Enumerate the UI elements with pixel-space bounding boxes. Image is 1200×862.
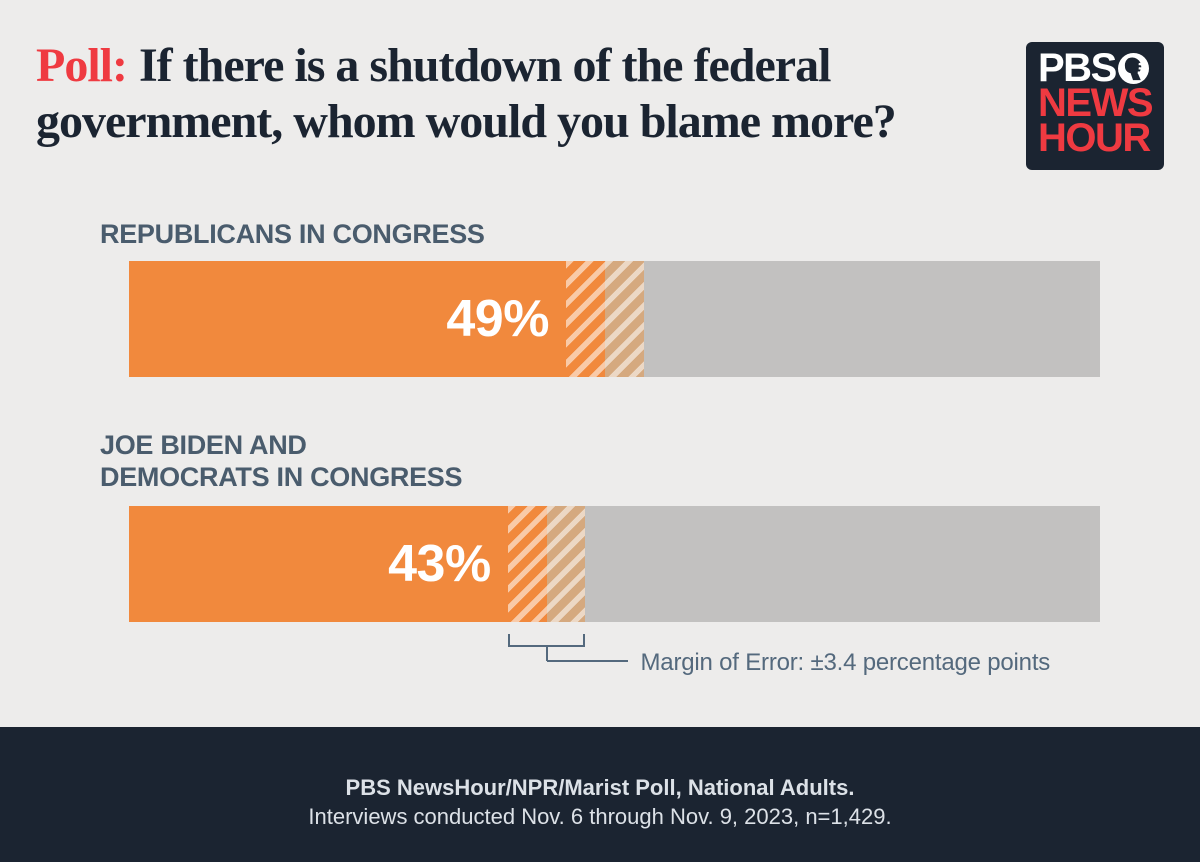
page-title: Poll: If there is a shutdown of the feder… [36,38,996,150]
title-text-line-2: government, whom would you blame more? [36,95,897,148]
moe-band [507,506,586,622]
footer: PBS NewsHour/NPR/Marist Poll, National A… [0,727,1200,862]
moe-band-inner [507,506,547,622]
bar-value-label: 43% [388,535,491,593]
bar-fill: 49% [129,261,566,377]
moe-band-outer [546,506,586,622]
logo-text-pbs: PBS [1038,46,1117,90]
pbs-newshour-logo: PBS NEWS HOUR [1026,42,1164,170]
bar-label-republicans: REPUBLICANS IN CONGRESS [100,219,485,249]
logo-text-hour: HOUR [1038,116,1151,160]
moe-leader-line [546,660,628,662]
moe-band-inner [565,261,605,377]
logo-row-pbs: PBS [1038,46,1164,90]
title-poll-prefix: Poll: [36,39,128,92]
title-line-1: Poll: If there is a shutdown of the feder… [36,38,996,94]
moe-band-outer [604,261,644,377]
bar-value-label: 49% [446,290,549,348]
moe-bracket [507,634,586,647]
moe-annotation: Margin of Error: ±3.4 percentage points [640,649,1051,676]
title-text-line-1: If there is a shutdown of the federal [138,39,831,92]
moe-band [565,261,644,377]
bar-track: 43% [129,506,1100,622]
footer-detail-line: Interviews conducted Nov. 6 through Nov.… [308,804,892,829]
bar-fill: 43% [129,506,508,622]
moe-bracket-stem [545,647,548,661]
footer-source-line: PBS NewsHour/NPR/Marist Poll, National A… [345,775,855,800]
bar-label-biden-democrats: JOE BIDEN AND DEMOCRATS IN CONGRESS [100,430,463,492]
bar-track: 49% [129,261,1100,377]
logo-text-news: NEWS [1038,81,1154,125]
pbs-head-icon [1117,53,1149,84]
